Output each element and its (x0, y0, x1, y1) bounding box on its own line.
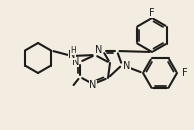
Text: H: H (70, 46, 76, 54)
Text: N: N (68, 50, 76, 60)
Text: F: F (182, 68, 188, 78)
Text: N: N (95, 45, 102, 55)
Text: N: N (72, 57, 79, 67)
Text: F: F (149, 8, 155, 18)
Text: N: N (123, 61, 130, 71)
Text: N: N (89, 80, 97, 90)
